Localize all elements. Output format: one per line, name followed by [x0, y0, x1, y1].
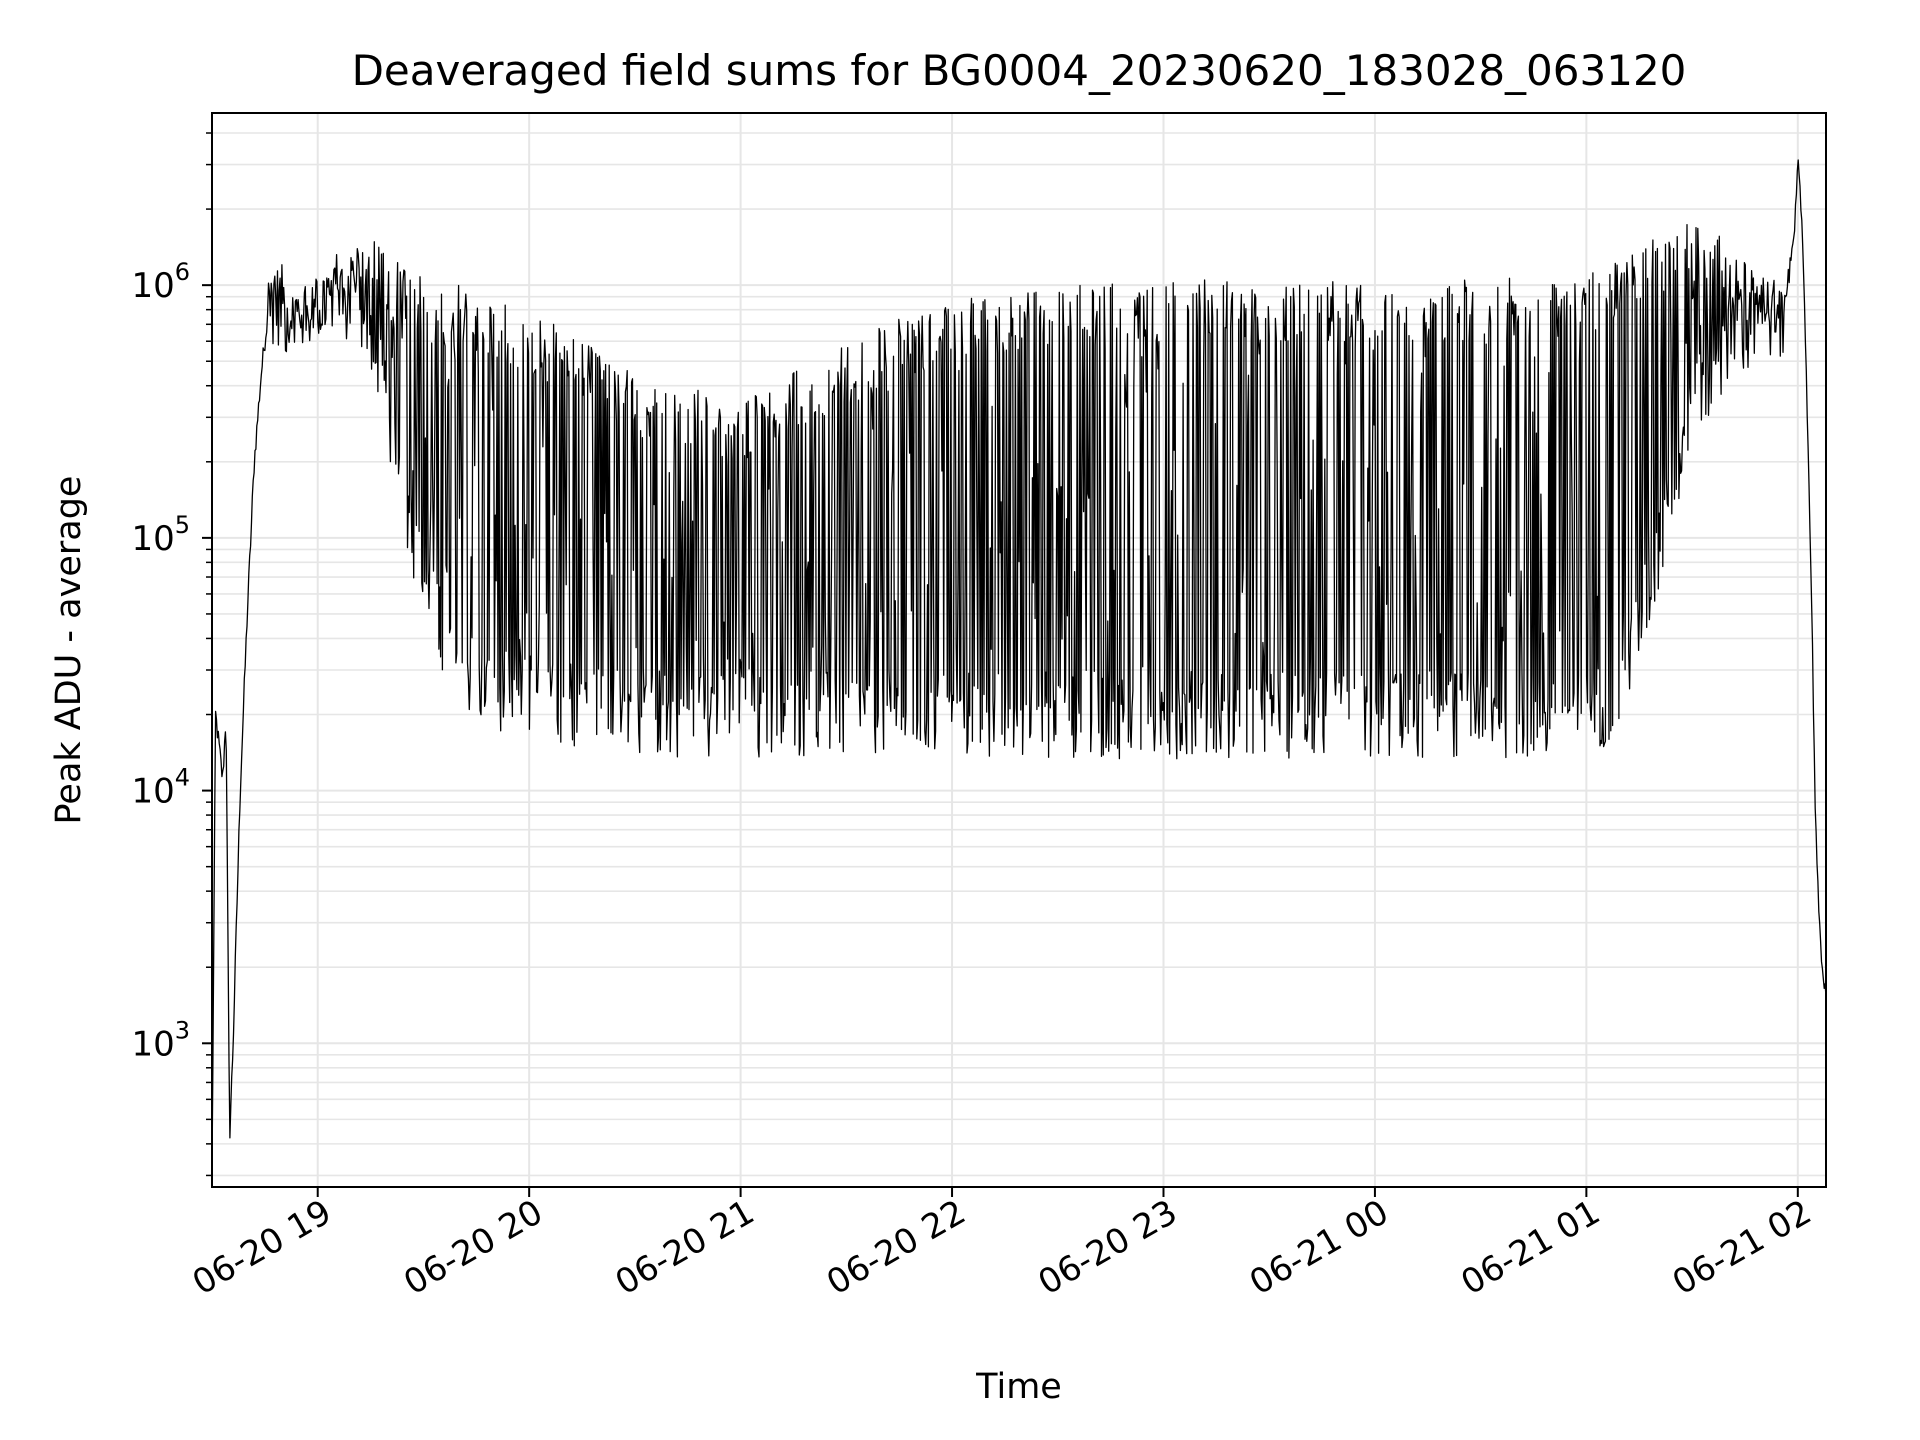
y-tick-label: 105 — [131, 511, 190, 559]
plot-frame — [211, 112, 1827, 1188]
y-axis-label: Peak ADU - average — [49, 476, 89, 825]
grid — [212, 113, 1826, 1187]
chart-title: Deaveraged field sums for BG0004_2023062… — [352, 46, 1687, 95]
series-line — [211, 159, 1827, 1173]
x-axis-label: Time — [975, 1367, 1062, 1407]
series-layer — [211, 159, 1827, 1173]
y-tick-label: 104 — [131, 764, 190, 812]
y-axis: 103 104 105 106 — [131, 132, 212, 1177]
y-tick-label: 103 — [131, 1016, 190, 1064]
y-tick-label: 106 — [131, 258, 190, 306]
